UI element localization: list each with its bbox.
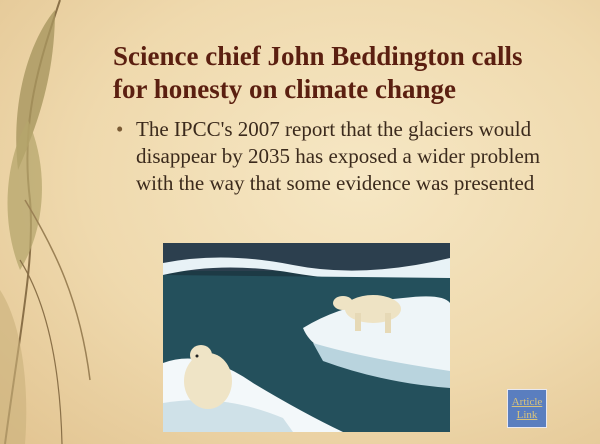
polar-bear-photo [163,243,450,432]
bullet-list: The IPCC's 2007 report that the glaciers… [113,116,553,197]
page: {"slide": {"title": "Science chief John … [0,0,600,444]
slide-title: Science chief John Beddington calls for … [113,40,533,106]
bullet: The IPCC's 2007 report that the glaciers… [113,116,553,197]
leaf-decoration [0,0,110,444]
slide: Science chief John Beddington calls for … [0,0,600,444]
article-link-button[interactable]: Article Link [507,389,547,428]
